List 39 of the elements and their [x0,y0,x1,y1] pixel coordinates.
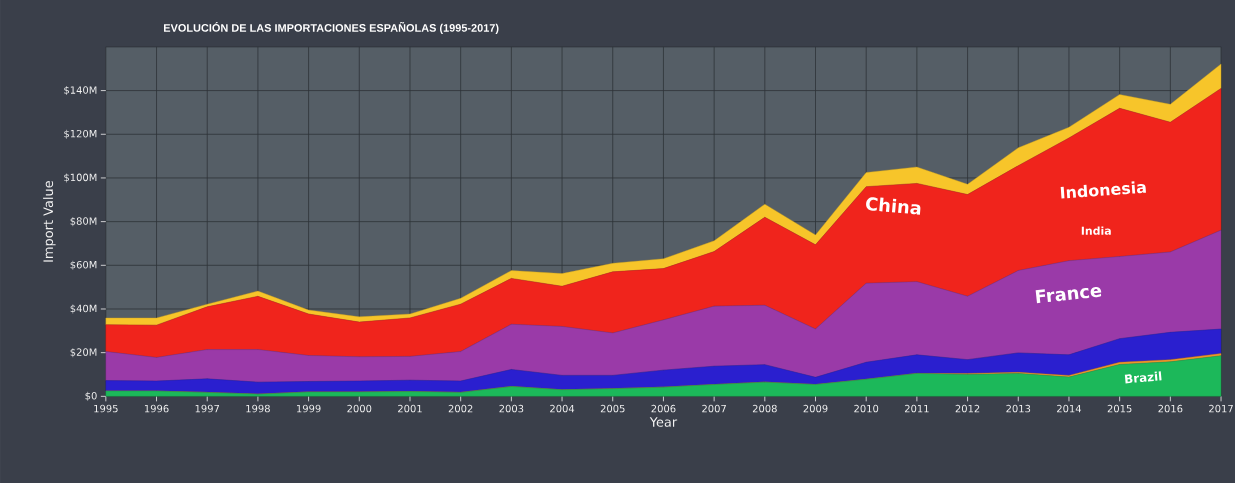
y-tick-label: $120M [64,129,97,139]
x-tick-label: 2006 [651,404,676,413]
x-tick-label: 2005 [600,404,625,413]
x-tick-label: 2012 [955,404,980,413]
y-tick-label: $140M [64,85,97,96]
x-tick-label: 2013 [1006,404,1031,413]
annotation: Brazil [1124,371,1162,384]
y-tick-label: $0 [85,391,97,401]
x-tick-label: 2000 [347,404,372,413]
x-tick-label: 2011 [904,404,929,413]
x-tick-label: 1996 [144,404,169,413]
y-tick-label: $80M [70,217,97,227]
y-axis-title: Import Value [43,180,56,262]
x-tick-label: 1997 [195,404,220,413]
y-tick-label: $40M [70,304,97,314]
x-axis-title: Year [649,417,678,427]
y-tick-label: $100M [64,173,97,183]
chart-title: EVOLUCIÓN DE LAS IMPORTACIONES ESPAÑOLAS (1995-2017) [164,21,499,34]
x-tick-label: 2017 [1209,404,1233,413]
annotation: Indonesia [1060,181,1146,199]
annotation: China [866,197,921,215]
x-tick-label: 2009 [803,404,828,413]
x-tick-label: 1998 [246,404,270,413]
x-tick-label: 1995 [94,404,118,413]
x-tick-label: 2001 [398,404,422,413]
x-tick-label: 2010 [854,404,879,413]
x-tick-label: 2003 [499,404,524,413]
y-tick-label: $20M [70,348,97,358]
x-tick-label: 2002 [448,404,473,413]
x-tick-label: 2007 [702,404,726,413]
x-tick-label: 2014 [1057,404,1082,413]
annotation: France [1035,286,1102,304]
annotation: India [1081,226,1111,235]
y-tick-label: $60M [70,260,97,270]
x-tick-label: 2008 [752,404,777,413]
x-tick-label: 1999 [297,404,321,413]
x-tick-label: 2004 [550,404,575,413]
x-tick-label: 2016 [1158,404,1183,413]
x-tick-label: 2015 [1107,404,1132,413]
